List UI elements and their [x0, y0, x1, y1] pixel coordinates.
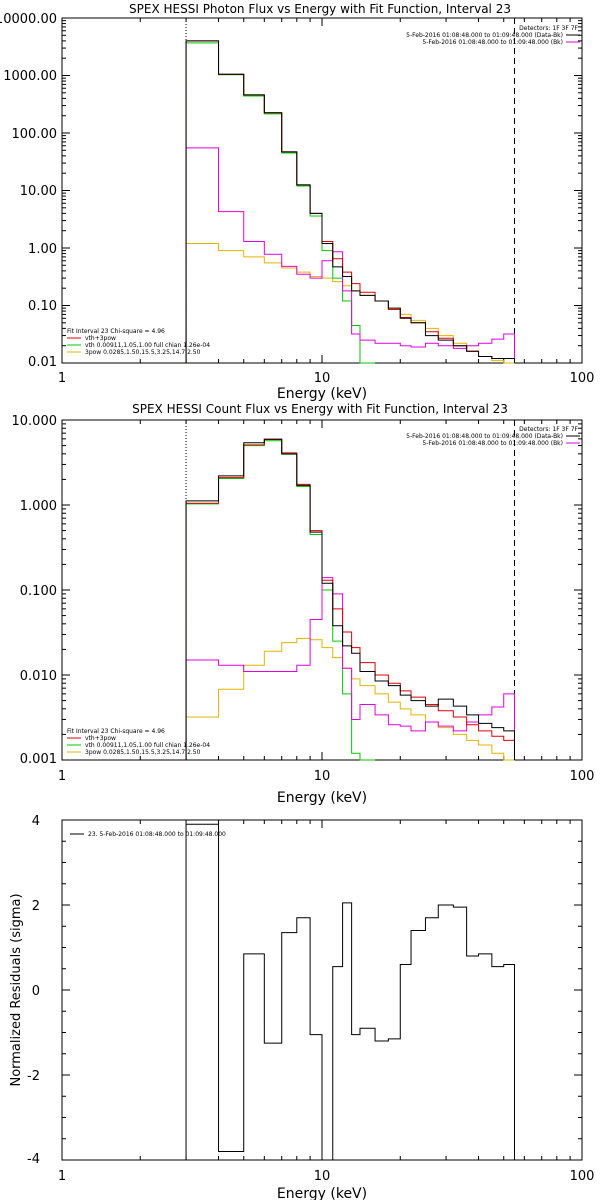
panel-1-legend-top-right: Detectors: 1F 3F 7F 5-Feb-2016 01:08:48.… — [406, 25, 580, 46]
panel-1-x-axis-label: Energy (keV) — [277, 386, 367, 402]
legend-data-bk: 5-Feb-2016 01:08:48.000 to 01:09:48.000 … — [406, 433, 563, 440]
legend-3pow: 3pow 0.0285,1.50,15.5,3.25,14.7,2.50 — [85, 749, 201, 756]
panel-3-series — [185, 823, 515, 1161]
panel-2-y-tick-labels: 10.000 1.000 0.100 0.010 0.001 — [12, 414, 58, 767]
y-tick-label: 4 — [32, 814, 40, 829]
y-tick-label: 0.001 — [20, 752, 57, 767]
panel-2-x-tick-labels: 1 10 100 — [58, 769, 595, 784]
panel-1-title: SPEX HESSI Photon Flux vs Energy with Fi… — [129, 2, 511, 16]
legend-detectors: Detectors: 1F 3F 7F — [519, 25, 578, 32]
y-tick-label: 0.10 — [28, 299, 57, 314]
series-bk — [185, 147, 515, 363]
legend-fit-interval: Fit Interval 23 Chi-square = 4.96 — [67, 728, 165, 735]
x-tick-label: 10 — [314, 371, 331, 386]
series-vth — [185, 42, 376, 364]
legend-residual: 23. 5-Feb-2016 01:08:48.000 to 01:09:48.… — [88, 831, 226, 838]
panel-1-x-tick-labels: 1 10 100 — [58, 371, 595, 386]
x-tick-label: 10 — [314, 769, 331, 784]
y-tick-label: 0.01 — [28, 355, 57, 370]
series-data-bk — [185, 40, 515, 363]
series-data-bk — [185, 438, 515, 760]
y-tick-label: 1.00 — [28, 242, 57, 257]
series-residuals — [185, 823, 515, 1161]
panel-2-title: SPEX HESSI Count Flux vs Energy with Fit… — [132, 402, 508, 416]
x-tick-label: 100 — [570, 769, 595, 784]
y-tick-label: 2 — [32, 899, 40, 914]
legend-vth: vth 0.00911,1.05,1.00 full chian 1.26e-0… — [85, 742, 210, 749]
y-tick-label: 10.000 — [12, 414, 58, 429]
panel-3-legend-top-left: 23. 5-Feb-2016 01:08:48.000 to 01:09:48.… — [70, 831, 226, 838]
legend-bk: 5-Feb-2016 01:08:48.000 to 01:09:48.000 … — [422, 39, 563, 46]
count-flux-panel: SPEX HESSI Count Flux vs Energy with Fit… — [12, 402, 595, 806]
panel-2-x-axis-label: Energy (keV) — [277, 790, 367, 806]
y-tick-label: 1000.00 — [3, 69, 57, 84]
legend-data-bk: 5-Feb-2016 01:08:48.000 to 01:09:48.000 … — [406, 32, 563, 39]
panel-2-series — [185, 420, 515, 761]
y-tick-label: 0.010 — [20, 669, 57, 684]
y-tick-label: 10.00 — [20, 184, 57, 199]
y-tick-label: -4 — [27, 1152, 40, 1167]
panel-1-y-tick-labels: 10000.00 1000.00 100.00 10.00 1.00 0.10 … — [0, 12, 57, 370]
y-tick-label: 100.00 — [12, 127, 58, 142]
y-tick-label: -2 — [27, 1069, 40, 1084]
series-3pow — [185, 637, 515, 761]
panel-3-x-axis-label: Energy (keV) — [277, 1186, 367, 1200]
series-vth-3pow — [185, 438, 515, 760]
panel-3-y-axis-label: Normalized Residuals (sigma) — [9, 893, 24, 1086]
legend-detectors: Detectors: 1F 3F 7F — [519, 426, 578, 433]
panel-3-y-tick-labels: 4 2 0 -2 -4 — [27, 814, 40, 1167]
legend-bk: 5-Feb-2016 01:08:48.000 to 01:09:48.000 … — [422, 440, 563, 447]
series-bk — [185, 577, 515, 760]
panel-1-legend-bottom-left: Fit Interval 23 Chi-square = 4.96 vth+3p… — [67, 328, 210, 356]
panel-1-frame — [61, 17, 583, 364]
legend-3pow: 3pow 0.0285,1.50,15.5,3.25,14.7,2.50 — [85, 349, 201, 356]
panel-1-series — [185, 18, 515, 364]
panel-3-x-tick-labels: 1 10 100 — [58, 1169, 595, 1184]
legend-vth: vth 0.00911,1.05,1.00 full chian 1.26e-0… — [85, 342, 210, 349]
panel-2-legend-bottom-left: Fit Interval 23 Chi-square = 4.96 vth+3p… — [67, 728, 210, 756]
legend-vth3pow: vth+3pow — [85, 335, 116, 342]
x-tick-label: 100 — [570, 1169, 595, 1184]
y-tick-label: 0.100 — [20, 584, 57, 599]
residuals-panel: 4 2 0 -2 -4 1 10 100 Energy (keV) Normal… — [9, 814, 594, 1200]
y-tick-label: 10000.00 — [0, 12, 57, 27]
x-tick-label: 100 — [570, 371, 595, 386]
x-tick-label: 1 — [58, 769, 66, 784]
series-vth-3pow — [185, 40, 515, 363]
photon-flux-panel: SPEX HESSI Photon Flux vs Energy with Fi… — [0, 2, 594, 402]
y-tick-label: 1.000 — [20, 499, 57, 514]
legend-fit-interval: Fit Interval 23 Chi-square = 4.96 — [67, 328, 165, 335]
panel-2-legend-top-right: Detectors: 1F 3F 7F 5-Feb-2016 01:08:48.… — [406, 426, 580, 447]
series-3pow — [185, 242, 515, 364]
panel-1-ticks — [61, 17, 583, 364]
series-vth — [185, 440, 376, 761]
x-tick-label: 1 — [58, 1169, 66, 1184]
panel-2-ticks — [61, 419, 583, 761]
y-tick-label: 0 — [32, 984, 40, 999]
x-tick-label: 10 — [314, 1169, 331, 1184]
legend-vth3pow: vth+3pow — [85, 735, 116, 742]
x-tick-label: 1 — [58, 371, 66, 386]
